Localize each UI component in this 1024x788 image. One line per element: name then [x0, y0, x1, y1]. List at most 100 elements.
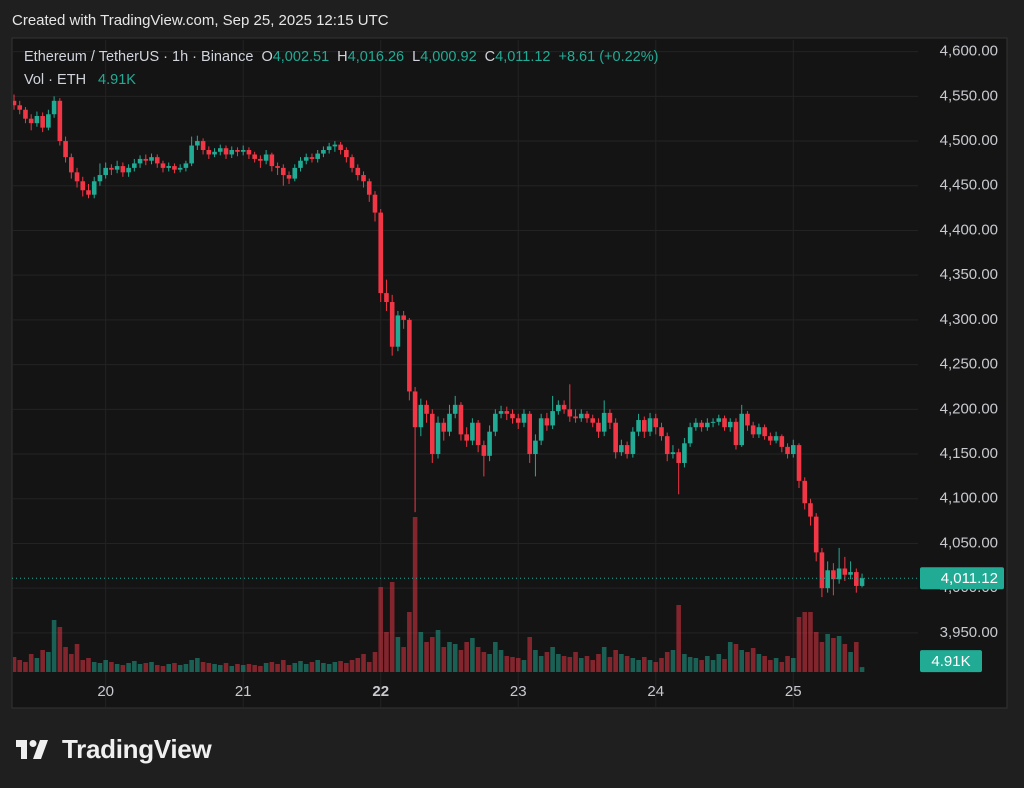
- candle-body: [366, 181, 372, 195]
- candle-body: [74, 172, 80, 182]
- volume-bar: [154, 665, 160, 672]
- candle-body: [258, 158, 263, 161]
- candle-body: [412, 391, 418, 428]
- candle-body: [642, 420, 647, 432]
- volume-bar: [481, 652, 487, 672]
- candle-body: [515, 418, 521, 423]
- volume-bar: [149, 662, 154, 672]
- volume-bar: [23, 662, 28, 672]
- volume-bar: [372, 652, 378, 672]
- candle-body: [177, 167, 183, 170]
- volume-bar: [796, 617, 802, 672]
- y-tick-label: 4,400.00: [940, 221, 998, 238]
- candle-body: [263, 154, 269, 161]
- candle-body: [464, 434, 469, 441]
- volume-bar: [567, 657, 573, 672]
- candle-body: [544, 418, 550, 426]
- volume-bar: [458, 650, 464, 672]
- candle-body: [664, 436, 670, 455]
- candle-body: [240, 149, 246, 152]
- y-tick-label: 4,300.00: [940, 311, 998, 328]
- y-tick-label: 4,550.00: [940, 87, 998, 104]
- candle-body: [624, 445, 630, 455]
- volume-bar: [366, 662, 372, 672]
- volume-bar: [34, 658, 40, 672]
- volume-bar: [281, 660, 286, 672]
- candle-body: [132, 163, 137, 168]
- volume-bar: [768, 660, 773, 672]
- volume-bar: [601, 647, 607, 672]
- candle-body: [189, 145, 194, 164]
- candle-body: [601, 412, 607, 432]
- last-volume-badge: [920, 650, 982, 673]
- volume-bar: [412, 517, 418, 672]
- volume-bar: [836, 636, 842, 672]
- candle-body: [578, 413, 584, 419]
- x-tick-label: 20: [97, 683, 114, 700]
- candle-body: [836, 568, 842, 580]
- candle-body: [773, 436, 779, 441]
- volume-bar: [51, 620, 57, 672]
- volume-bar: [355, 658, 361, 672]
- candle-body: [722, 418, 727, 428]
- volume-bar: [739, 650, 745, 672]
- y-tick-label: 4,050.00: [940, 534, 998, 551]
- volume-bar: [515, 658, 521, 672]
- volume-bar: [57, 627, 63, 672]
- volume-bar: [475, 647, 481, 672]
- brand: TradingView: [62, 734, 212, 764]
- volume-bar: [160, 666, 166, 672]
- symbol-legend: Ethereum / TetherUS · 1h · Binance O4,00…: [24, 49, 658, 65]
- candle-body: [429, 413, 435, 455]
- candle-body: [498, 411, 504, 414]
- volume-bar: [200, 662, 206, 672]
- volume-bar: [13, 657, 17, 672]
- y-tick-label: 4,200.00: [940, 400, 998, 417]
- volume-bar: [705, 656, 710, 672]
- volume-bar: [309, 662, 315, 672]
- volume-bar: [802, 612, 808, 672]
- chart-panel: [11, 37, 1008, 709]
- volume-bar: [584, 656, 590, 672]
- ohlc-value: 4,002.51: [272, 49, 330, 65]
- volume-bar: [762, 656, 767, 672]
- candle-body: [80, 181, 86, 191]
- volume-bar: [235, 664, 240, 672]
- ohlc-label: H: [337, 49, 348, 65]
- volume-bar: [69, 654, 74, 672]
- volume-bar: [790, 658, 796, 672]
- last-price-badge: [920, 567, 1004, 590]
- ohlc-value: 4,000.92: [420, 49, 477, 65]
- volume-bar: [338, 661, 343, 672]
- volume-bar: [556, 654, 561, 672]
- candle-body: [378, 212, 384, 294]
- volume-bar: [378, 587, 384, 672]
- candle-body: [103, 167, 108, 176]
- grid: [13, 40, 918, 707]
- volume-bar: [263, 663, 269, 672]
- volume-bar: [527, 637, 532, 672]
- candle-body: [705, 422, 710, 428]
- candle-body: [556, 404, 561, 412]
- candle-body: [120, 166, 126, 173]
- volume-bar: [710, 660, 716, 672]
- ohlc-value: 4,011.12: [495, 49, 551, 65]
- y-tick-label: 4,250.00: [940, 356, 998, 373]
- volume-bar: [687, 657, 693, 672]
- candle-body: [269, 154, 275, 167]
- volume-bar: [183, 664, 189, 672]
- x-tick-label: 25: [785, 683, 802, 700]
- volume-bar: [166, 664, 172, 672]
- volume-bar: [664, 652, 670, 672]
- price-pane: [13, 94, 865, 598]
- candle-body: [533, 440, 538, 455]
- ohlc-item: H4,016.26: [337, 49, 404, 65]
- volume-bar: [533, 650, 538, 672]
- candle-body: [57, 100, 63, 142]
- candle-body: [206, 149, 212, 155]
- candle-body: [504, 411, 510, 414]
- volume-bar: [854, 642, 859, 672]
- volume-value: 4.91K: [98, 72, 136, 88]
- volume-bar: [722, 659, 727, 672]
